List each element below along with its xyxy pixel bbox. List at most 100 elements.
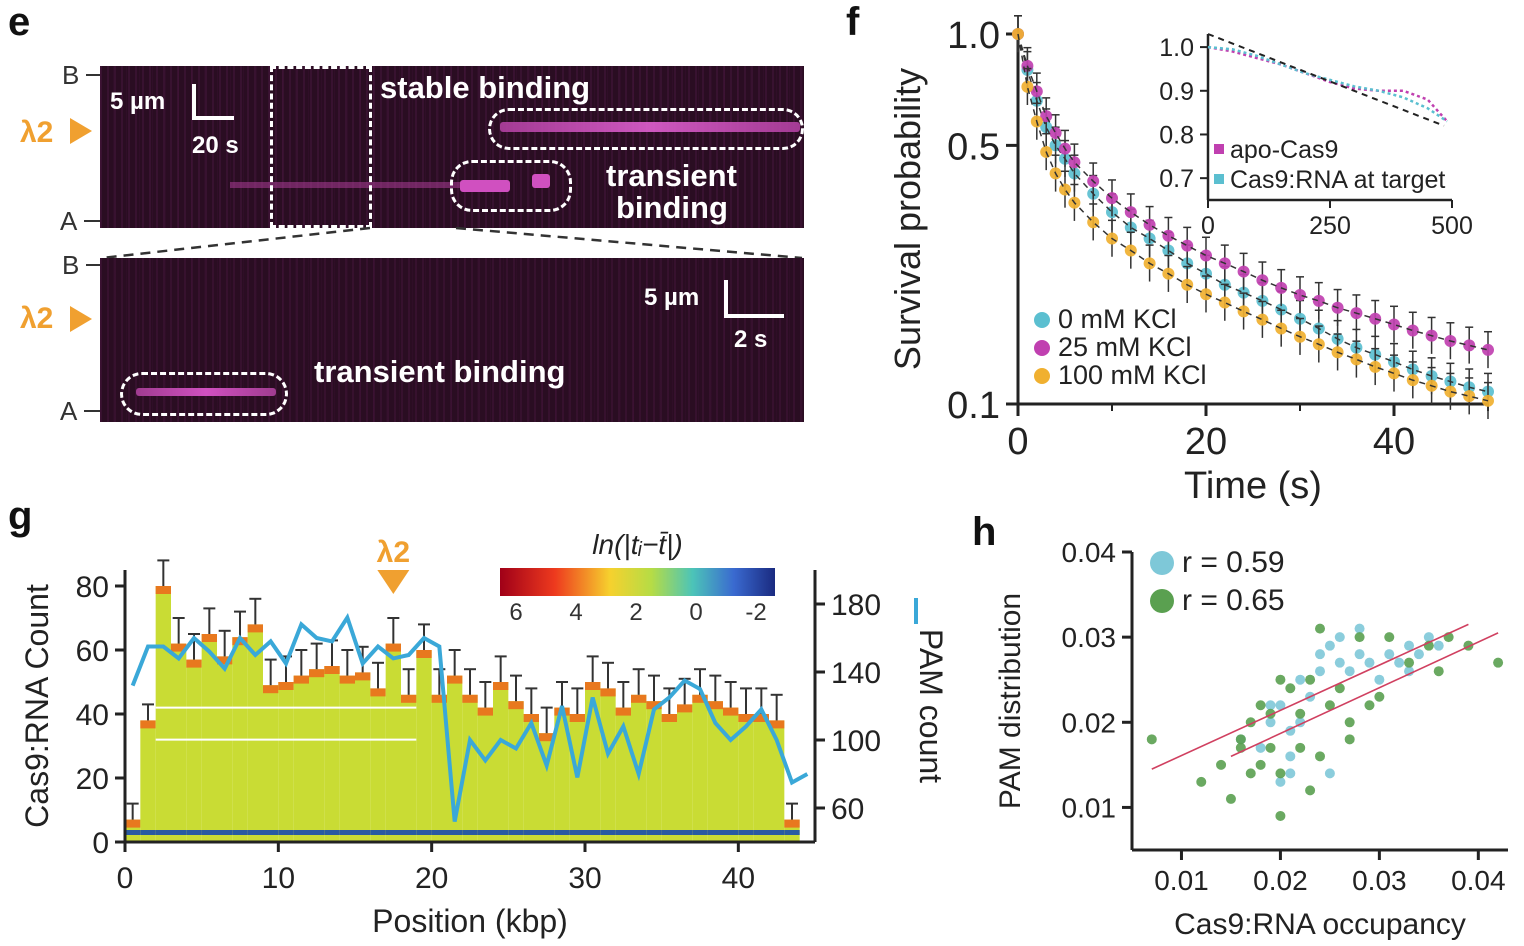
y-tick-label: 0.01 xyxy=(1062,792,1117,823)
inset-y-tick-label: 0.9 xyxy=(1159,78,1194,106)
bar xyxy=(355,672,371,842)
fit-line xyxy=(1151,623,1469,770)
inset-legend-label: Cas9:RNA at target xyxy=(1230,166,1445,194)
x-tick-label: 10 xyxy=(262,862,295,895)
colorbar-tick-label: -2 xyxy=(745,599,766,626)
bar-base xyxy=(615,830,631,835)
colorbar xyxy=(500,568,775,596)
colorbar-tick-label: 2 xyxy=(629,599,642,626)
bar-base xyxy=(493,830,509,835)
bar-top xyxy=(493,682,509,690)
bar xyxy=(171,643,187,842)
data-point xyxy=(1374,674,1385,685)
data-point xyxy=(1200,249,1212,262)
bar-base xyxy=(539,830,555,835)
scale-time-top: 20 s xyxy=(192,132,239,159)
data-point xyxy=(1295,742,1306,753)
colorbar-tick-label: 4 xyxy=(569,599,582,626)
x-tick-label: 0.03 xyxy=(1352,865,1407,896)
data-point xyxy=(1334,632,1345,643)
data-point xyxy=(1225,793,1236,804)
panel-f-label: f xyxy=(846,0,860,44)
inset-series-line xyxy=(1207,45,1449,123)
y-tick-label: 0.1 xyxy=(947,385,1000,427)
fit-line xyxy=(1230,632,1499,758)
data-point xyxy=(1255,700,1266,711)
zoom-connector xyxy=(101,226,803,260)
bar-top xyxy=(723,707,739,716)
bar-base xyxy=(370,830,386,835)
bar-base xyxy=(416,830,432,835)
data-point xyxy=(1181,239,1194,252)
bar-top xyxy=(263,685,279,694)
axis-a-top: A xyxy=(60,206,78,236)
axis-b-top: B xyxy=(62,60,80,90)
bar xyxy=(554,707,570,842)
label-transient-line1: transient xyxy=(606,158,737,193)
data-point xyxy=(1369,360,1382,373)
bar xyxy=(186,659,202,842)
legend-marker xyxy=(1150,589,1174,613)
bar-base xyxy=(263,830,279,835)
bar xyxy=(155,586,171,842)
bar xyxy=(508,701,524,842)
bar-base xyxy=(477,830,493,835)
label-transient-binding-zoom: transient binding xyxy=(314,354,566,389)
data-point xyxy=(1305,674,1316,685)
bar xyxy=(278,682,294,842)
data-point xyxy=(1294,289,1306,302)
binding-trace-transient-2 xyxy=(532,174,550,188)
data-point xyxy=(1196,776,1207,787)
inset-fit-line xyxy=(1207,33,1445,127)
bar xyxy=(753,714,769,842)
y2-axis-label: PAM count xyxy=(913,629,949,783)
binding-trace-transient xyxy=(460,180,510,192)
bar xyxy=(431,694,447,842)
data-point xyxy=(1315,751,1325,762)
data-point xyxy=(1493,657,1504,668)
bar xyxy=(309,669,325,842)
bar xyxy=(600,688,616,842)
inset-x-tick-label: 250 xyxy=(1309,212,1351,240)
bar xyxy=(569,714,585,842)
data-point xyxy=(1143,218,1156,231)
bar-base xyxy=(738,830,754,835)
inset-legend-label: apo-Cas9 xyxy=(1230,136,1338,164)
lambda2-arrow-bottom xyxy=(70,306,92,332)
bar xyxy=(523,714,539,842)
lambda2-arrow xyxy=(377,570,410,594)
y2-tick-label: 60 xyxy=(831,793,864,826)
bar xyxy=(247,624,263,842)
bar-base xyxy=(293,830,309,835)
data-point xyxy=(1444,385,1457,398)
bar-base xyxy=(753,830,769,835)
legend-marker xyxy=(1034,312,1050,328)
inset-legend-marker xyxy=(1214,174,1224,184)
data-point xyxy=(1354,623,1365,634)
bar-base xyxy=(707,830,723,835)
data-point xyxy=(1324,700,1335,711)
bar-top xyxy=(753,714,769,722)
data-point xyxy=(1344,734,1355,745)
y2-tick-label: 180 xyxy=(831,589,881,622)
bar-top xyxy=(293,675,309,684)
data-point xyxy=(1237,305,1250,318)
data-point xyxy=(1305,785,1316,796)
bar-top xyxy=(646,701,662,710)
fit-line xyxy=(1017,33,1489,351)
bar-base xyxy=(585,830,601,835)
panel-g-label: g xyxy=(8,494,33,538)
data-point xyxy=(1059,183,1071,196)
data-point xyxy=(1275,700,1286,711)
bar-top xyxy=(247,624,263,633)
tick-b-bottom xyxy=(86,264,100,266)
scale-bar-vertical-bottom xyxy=(724,280,728,316)
scale-bar-horizontal-bottom xyxy=(724,314,784,318)
bar-base xyxy=(186,830,202,835)
bar-top xyxy=(677,704,693,713)
tick-b-top xyxy=(86,74,100,76)
x-tick-label: 0.01 xyxy=(1154,865,1209,896)
inset-series-line xyxy=(1207,45,1448,123)
bar-base xyxy=(431,830,447,835)
